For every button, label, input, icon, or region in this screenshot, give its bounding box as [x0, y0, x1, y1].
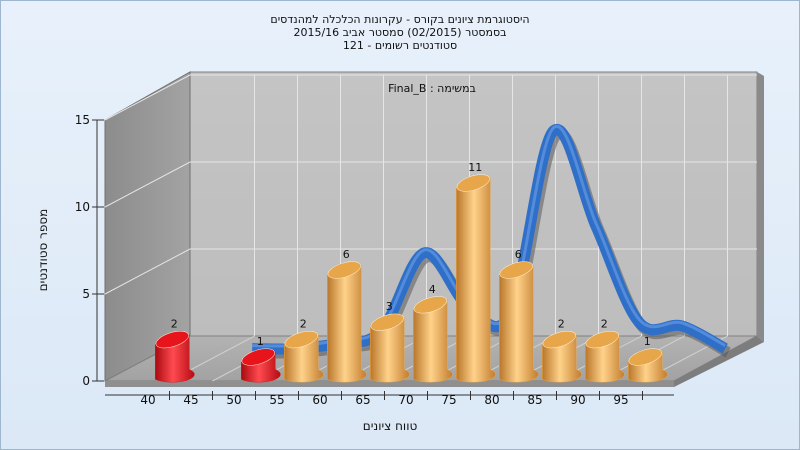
- bar: [542, 331, 582, 383]
- bar-labels: 2 1 2 6 3 4 11 6 2 2 1: [171, 161, 651, 348]
- bar-top: [241, 348, 275, 366]
- bar-body: [456, 177, 496, 383]
- bar-top: [413, 296, 447, 314]
- y-axis: 0 5 10 15: [75, 113, 104, 388]
- bar-body: [499, 264, 539, 383]
- bar-value-label: 2: [558, 318, 565, 331]
- x-tick-label: 80: [484, 393, 499, 407]
- x-tick-label: 75: [441, 393, 456, 407]
- x-tick-label: 90: [570, 393, 585, 407]
- chart-title-line-2: בסמסטר (02/2015) סמסטר אביב 2015/16: [293, 26, 507, 39]
- x-tick-label: 85: [527, 393, 542, 407]
- right-wall-edge: [757, 72, 764, 342]
- bar: [456, 174, 496, 383]
- bar-value-label: 1: [644, 335, 651, 348]
- chart-title-line-1: היסטוגרמת ציונים בקורס - עקרונות הכלכלה …: [270, 13, 530, 26]
- bar-body: [327, 264, 367, 383]
- x-tick-label: 50: [226, 393, 241, 407]
- bar-value-label: 4: [429, 283, 436, 296]
- bar-top: [585, 331, 619, 349]
- x-tick-label: 70: [398, 393, 413, 407]
- bar: [327, 261, 367, 383]
- x-axis: 40 45 50 55 60 65 70 75 80 85 90 95: [105, 391, 674, 407]
- bar-top: [370, 313, 404, 331]
- y-axis-title: מספר סטודנטים: [36, 209, 50, 292]
- chart-annotation: במשימה : Final_B: [388, 82, 476, 95]
- x-tick-label: 55: [269, 393, 284, 407]
- bar-top: [284, 331, 318, 349]
- bar-value-label: 11: [468, 161, 482, 174]
- bar: [628, 348, 668, 383]
- bar-value-label: 2: [601, 318, 608, 331]
- floor-right-edge: [674, 336, 764, 387]
- gridline-h: [104, 248, 757, 295]
- y-tick-label: 15: [75, 113, 90, 127]
- x-tick-label: 95: [613, 393, 628, 407]
- x-tick-label: 40: [140, 393, 155, 407]
- bar-value-label: 3: [386, 300, 393, 313]
- bar: [499, 261, 539, 383]
- bar-value-label: 6: [343, 248, 350, 261]
- y-tick-label: 10: [75, 200, 90, 214]
- y-tick-label: 0: [82, 374, 90, 388]
- y-tick-label: 5: [82, 287, 90, 301]
- x-axis-title: טווח ציונים: [363, 419, 418, 433]
- x-tick-label: 45: [183, 393, 198, 407]
- bar-value-label: 2: [171, 318, 178, 331]
- horizontal-gridlines: [104, 74, 757, 295]
- bar-top: [327, 261, 361, 279]
- bar-value-label: 2: [300, 318, 307, 331]
- bar: [155, 331, 195, 383]
- floor-front-edge: [105, 381, 674, 387]
- bar: [241, 348, 281, 383]
- bar: [413, 296, 453, 383]
- bars: [155, 174, 668, 383]
- bar-top: [456, 174, 490, 192]
- bar-top: [499, 261, 533, 279]
- bar-body: [413, 299, 453, 383]
- bar-value-label: 6: [515, 248, 522, 261]
- bar-body: [370, 316, 410, 383]
- bar-top: [155, 331, 189, 349]
- bar-top: [628, 348, 662, 366]
- bar-top: [542, 331, 576, 349]
- x-tick-label: 65: [355, 393, 370, 407]
- x-tick-label: 60: [312, 393, 327, 407]
- gridline-h: [104, 161, 757, 208]
- bar: [284, 331, 324, 383]
- bar-value-label: 1: [257, 335, 264, 348]
- bar: [370, 313, 410, 383]
- gridline-h: [104, 74, 757, 121]
- bar: [585, 331, 625, 383]
- chart-title-line-3: סטודנטים רשומים - 121: [342, 39, 458, 52]
